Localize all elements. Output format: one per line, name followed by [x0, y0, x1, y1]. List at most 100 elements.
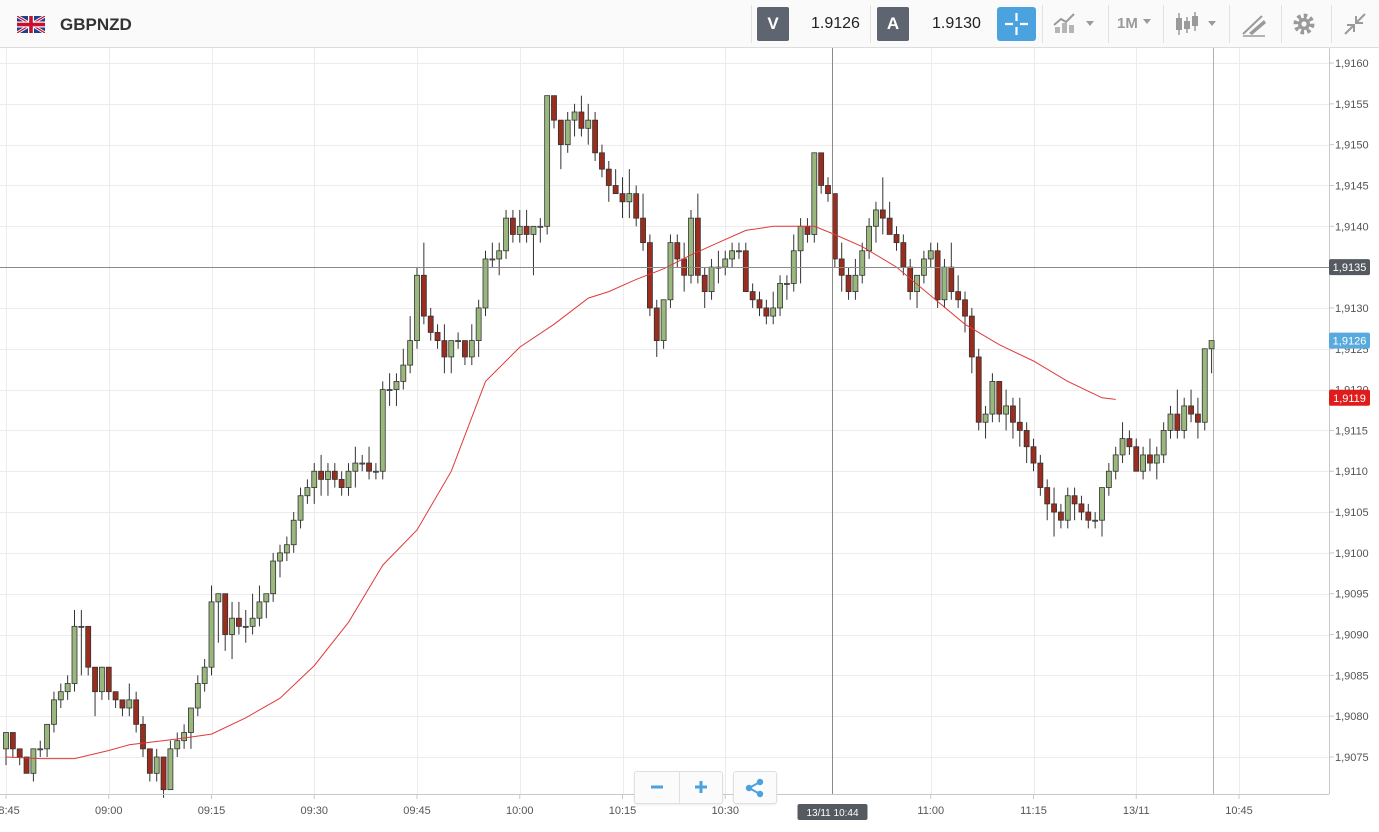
candle [99, 666, 105, 700]
candle [496, 242, 503, 276]
candle [1133, 438, 1140, 472]
candle [1160, 422, 1167, 464]
candle [78, 610, 85, 676]
candle-body-up [1119, 438, 1126, 456]
candle-body-up [229, 617, 235, 635]
candle [30, 748, 37, 782]
chart-type-button[interactable] [1052, 9, 1100, 39]
x-tick-label: 11:15 [1020, 805, 1047, 817]
bid-price[interactable]: 1.9126 [811, 15, 860, 32]
collapse-button[interactable] [1342, 9, 1368, 39]
candle-body-down [119, 699, 126, 709]
y-tick-label: 1,9115 [1335, 425, 1368, 437]
candle [777, 275, 783, 317]
candle-body-up [914, 274, 920, 293]
crosshair-time-label-bg [797, 804, 868, 820]
candle [229, 601, 235, 660]
candle [612, 169, 619, 195]
candle [393, 373, 400, 406]
candle-body-up [242, 625, 249, 628]
candle-body-up [407, 340, 414, 366]
candle-body-up [64, 683, 71, 693]
candle-body-down [578, 111, 585, 129]
y-tick-label: 1,9095 [1335, 589, 1369, 601]
candle [1037, 454, 1044, 496]
price-chart[interactable]: 1,9160 1,9155 1,9150 1,9145 1,9140 1,9135 1,91… [0, 48, 1379, 827]
candle [770, 291, 777, 325]
candle-body-up [866, 225, 872, 252]
candle-body-up [482, 258, 489, 309]
candle-body-up [297, 495, 304, 521]
candle [537, 218, 544, 243]
timeframe-button[interactable]: 1M [1117, 9, 1155, 39]
candle-body-up [1099, 487, 1105, 521]
candle-body-up [290, 519, 297, 546]
candle-body-up [859, 250, 866, 276]
candle-body-up [1112, 454, 1119, 472]
candle [1003, 389, 1009, 431]
candle-body-down [640, 217, 646, 244]
candle-body-up [688, 217, 694, 276]
crosshair-button[interactable] [997, 7, 1036, 41]
candle-body-up [188, 707, 194, 733]
candle-body-up [736, 250, 742, 253]
candle [201, 659, 208, 692]
candle [873, 201, 879, 243]
ask-price[interactable]: 1.9130 [932, 15, 981, 32]
chart-toolbar: GBPNZD V 1.9126 A 1.9130 1M [0, 0, 1379, 48]
candle-body-down [1030, 446, 1037, 464]
y-tick-label: 1,9090 [1335, 630, 1369, 642]
candle [441, 324, 448, 374]
candle [968, 307, 975, 374]
candle [948, 242, 955, 300]
candle [551, 95, 557, 129]
candle [64, 675, 71, 700]
candle-body-up [345, 470, 352, 488]
candle-body-down [1195, 413, 1201, 423]
last-price-label: 1,9126 [1329, 332, 1370, 349]
candle-body-down [599, 152, 605, 170]
candle [1010, 397, 1016, 439]
candle-style-button[interactable] [1174, 9, 1222, 39]
settings-button[interactable] [1291, 9, 1317, 39]
draw-tools-button[interactable] [1240, 9, 1268, 39]
candle [1126, 430, 1133, 455]
candle-body-up [359, 462, 366, 465]
candle [448, 340, 455, 374]
share-button[interactable] [733, 771, 777, 804]
candle [146, 748, 153, 782]
candle [51, 691, 57, 733]
candle [71, 610, 78, 692]
candle-body-down [222, 593, 229, 635]
candle-body-down [92, 666, 98, 693]
zoom-in-button[interactable] [679, 772, 723, 803]
candle [619, 177, 626, 219]
candle-body-down [1010, 405, 1016, 423]
candle [16, 748, 23, 766]
candle-body-up [78, 625, 85, 628]
zoom-out-button[interactable] [635, 772, 680, 803]
candle [372, 463, 379, 480]
candle [1208, 340, 1215, 374]
candle-body-up [208, 601, 215, 668]
candle [1188, 389, 1194, 423]
x-tick-label: 10:30 [711, 805, 739, 817]
candle-body-down [1174, 413, 1181, 431]
y-tick-label: 1,9150 [1335, 140, 1369, 152]
candle-body-down [605, 168, 612, 186]
candle [866, 218, 872, 259]
candle [386, 373, 393, 406]
candlestick-chart[interactable]: 1,9160 1,9155 1,9150 1,9145 1,9140 1,9135 1,91… [0, 48, 1379, 827]
candle [1181, 397, 1188, 439]
candle [1140, 446, 1146, 480]
last-price-label-text: 1,9126 [1333, 336, 1367, 348]
x-tick-label: 08:45 [0, 805, 20, 817]
y-tick-label: 1,9105 [1335, 507, 1369, 519]
candle-body-up [44, 723, 50, 750]
candle [825, 177, 831, 202]
uk-flag-icon [17, 16, 45, 33]
candle-body-up [379, 389, 386, 472]
candle-body-up [708, 266, 715, 293]
candle-body-down [975, 356, 982, 423]
candle [557, 119, 564, 170]
